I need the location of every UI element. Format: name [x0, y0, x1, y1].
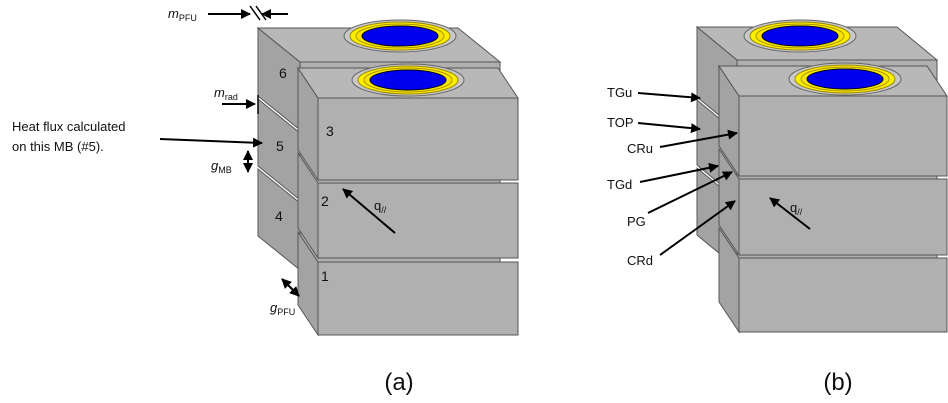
label: TGd [607, 177, 632, 192]
arrow [638, 123, 700, 129]
subscript: // [797, 207, 803, 217]
caption: (a) [384, 369, 413, 396]
pipe-bore [807, 69, 883, 89]
block-front [739, 258, 947, 332]
block-number: 3 [326, 123, 334, 139]
g-mb-label: gMB [211, 158, 232, 175]
block-front [318, 262, 518, 335]
figure: (a) 1 2 3 4 5 6 Heat flux calculated on … [0, 0, 948, 403]
arrow [160, 139, 262, 143]
block-front [739, 179, 947, 255]
symbol: q [374, 198, 381, 213]
pipe-bore [762, 26, 838, 46]
block-number: 5 [276, 138, 284, 154]
m-pfu-label: mPFU [168, 6, 197, 23]
block-number: 2 [321, 193, 329, 209]
m-rad-label: mrad [214, 85, 238, 102]
label: PG [627, 214, 646, 229]
caption: (b) [823, 369, 852, 396]
gap-line [250, 6, 260, 20]
subscript: PFU [277, 307, 295, 317]
subscript: PFU [179, 13, 197, 23]
pipe-bore [362, 26, 438, 46]
label: TOP [607, 115, 634, 130]
block-number: 6 [279, 65, 287, 81]
pipe-bore [370, 70, 446, 90]
blocks [258, 20, 947, 335]
note-line: on this MB (#5). [12, 139, 104, 154]
note-line: Heat flux calculated [12, 119, 125, 134]
subscript: // [381, 205, 387, 215]
label: TGu [607, 85, 632, 100]
symbol: q [790, 200, 797, 215]
label: CRu [627, 141, 653, 156]
block-front [318, 98, 518, 180]
symbol: m [214, 85, 225, 100]
arrow [638, 93, 700, 98]
subscript: MB [218, 165, 232, 175]
symbol: m [168, 6, 179, 21]
block-number: 4 [275, 208, 283, 224]
subscript: rad [225, 92, 238, 102]
arrow [282, 279, 299, 296]
block-number: 1 [321, 268, 329, 284]
label: CRd [627, 253, 653, 268]
block-front [739, 96, 947, 176]
g-pfu-label: gPFU [270, 300, 295, 317]
